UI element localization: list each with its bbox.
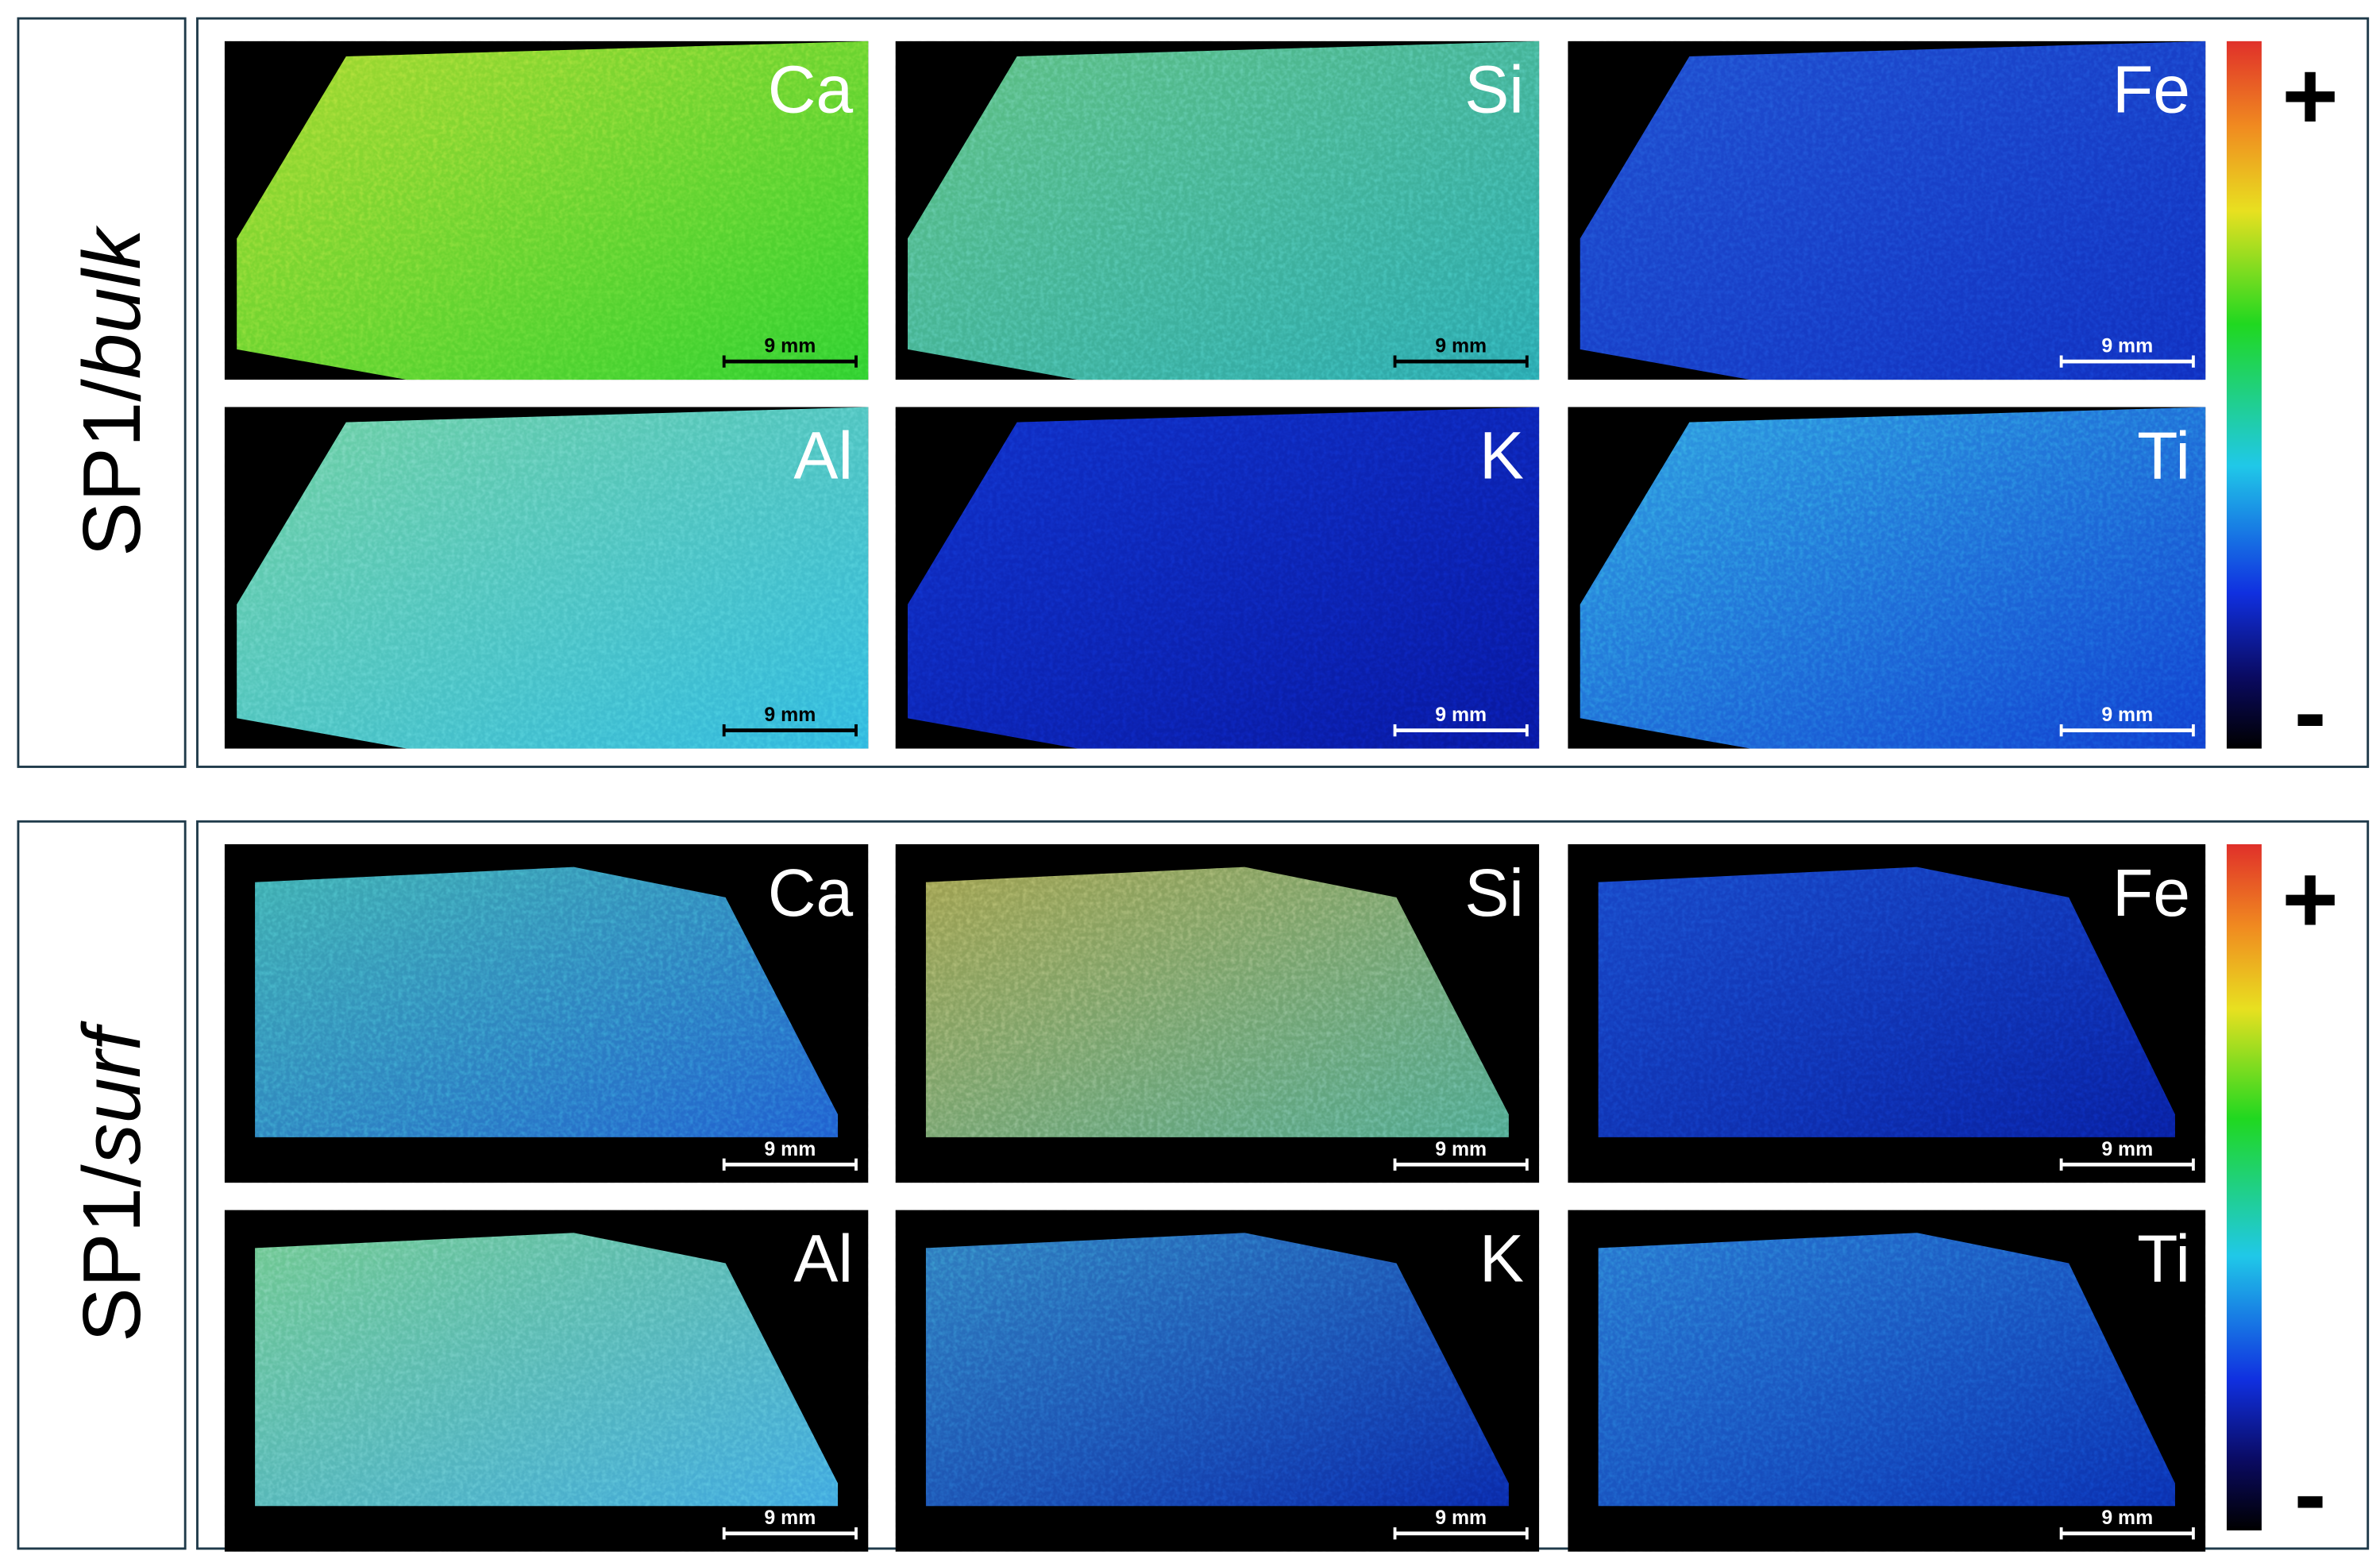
element-label: Ti xyxy=(2137,418,2190,492)
element-label: Ca xyxy=(768,52,854,127)
map-panel: Al 9 mm xyxy=(224,407,869,749)
colorbar-min-label: - xyxy=(2294,658,2327,766)
group-label-prefix: SP1/ xyxy=(66,379,157,557)
element-label: Ca xyxy=(768,855,854,930)
scale-bar-label: 9 mm xyxy=(2101,336,2153,357)
colorbar xyxy=(2226,41,2262,749)
colorbar xyxy=(2226,843,2262,1530)
map-panel: Si 9 mm xyxy=(895,41,1540,380)
map-panel: Ti 9 mm xyxy=(1568,407,2206,749)
group-label: SP1/bulk xyxy=(66,225,157,556)
map-panel: K 9 mm xyxy=(895,407,1540,749)
map-texture xyxy=(895,407,1540,749)
map-texture xyxy=(1568,1210,2206,1552)
scale-bar-label: 9 mm xyxy=(1435,1139,1487,1160)
map-panel: K 9 mm xyxy=(895,1210,1540,1552)
scale-bar-label: 9 mm xyxy=(764,1507,816,1529)
map-texture xyxy=(1568,41,2206,380)
colorbar-max-label: + xyxy=(2282,844,2338,953)
colorbar-min-label: - xyxy=(2294,1439,2327,1548)
scale-bar-label: 9 mm xyxy=(764,336,816,357)
map-texture xyxy=(895,843,1540,1183)
map-texture xyxy=(1568,843,2206,1183)
map-texture xyxy=(224,41,869,380)
scale-bar-label: 9 mm xyxy=(1435,704,1487,726)
label-box xyxy=(17,820,187,1550)
scale-bar-label: 9 mm xyxy=(1435,336,1487,357)
group-box xyxy=(196,17,2370,768)
scale-bar-label: 9 mm xyxy=(764,1139,816,1160)
map-panel: Ca 9 mm xyxy=(224,843,869,1183)
map-texture xyxy=(224,1210,869,1552)
element-label: Fe xyxy=(2112,855,2190,930)
scale-bar-label: 9 mm xyxy=(2101,704,2153,726)
element-label: Fe xyxy=(2112,52,2190,127)
map-panel: Ca 9 mm xyxy=(224,41,869,380)
scale-bar-label: 9 mm xyxy=(2101,1507,2153,1529)
map-texture xyxy=(895,41,1540,380)
map-panel: Fe 9 mm xyxy=(1568,41,2206,380)
element-label: K xyxy=(1479,418,1524,492)
scale-bar-label: 9 mm xyxy=(2101,1139,2153,1160)
map-texture xyxy=(224,843,869,1183)
element-label: Si xyxy=(1464,52,1524,127)
map-texture xyxy=(1568,407,2206,749)
element-label: Ti xyxy=(2137,1221,2190,1295)
group-label-prefix: SP1/ xyxy=(66,1164,157,1342)
map-texture xyxy=(224,407,869,749)
label-box xyxy=(17,17,187,768)
group-label: SP1/surf xyxy=(66,1021,157,1342)
group-label-suffix: bulk xyxy=(66,225,157,379)
colorbar-max-label: + xyxy=(2282,41,2338,150)
scale-bar-label: 9 mm xyxy=(1435,1507,1487,1529)
scale-bar-label: 9 mm xyxy=(764,704,816,726)
element-label: Si xyxy=(1464,855,1524,930)
map-panel: Al 9 mm xyxy=(224,1210,869,1552)
element-label: Al xyxy=(793,418,853,492)
element-label: Al xyxy=(793,1221,853,1295)
group-label-suffix: surf xyxy=(66,1021,157,1164)
element-label: K xyxy=(1479,1221,1524,1295)
map-texture xyxy=(895,1210,1540,1552)
map-panel: Fe 9 mm xyxy=(1568,843,2206,1183)
map-panel: Si 9 mm xyxy=(895,843,1540,1183)
map-panel: Ti 9 mm xyxy=(1568,1210,2206,1552)
